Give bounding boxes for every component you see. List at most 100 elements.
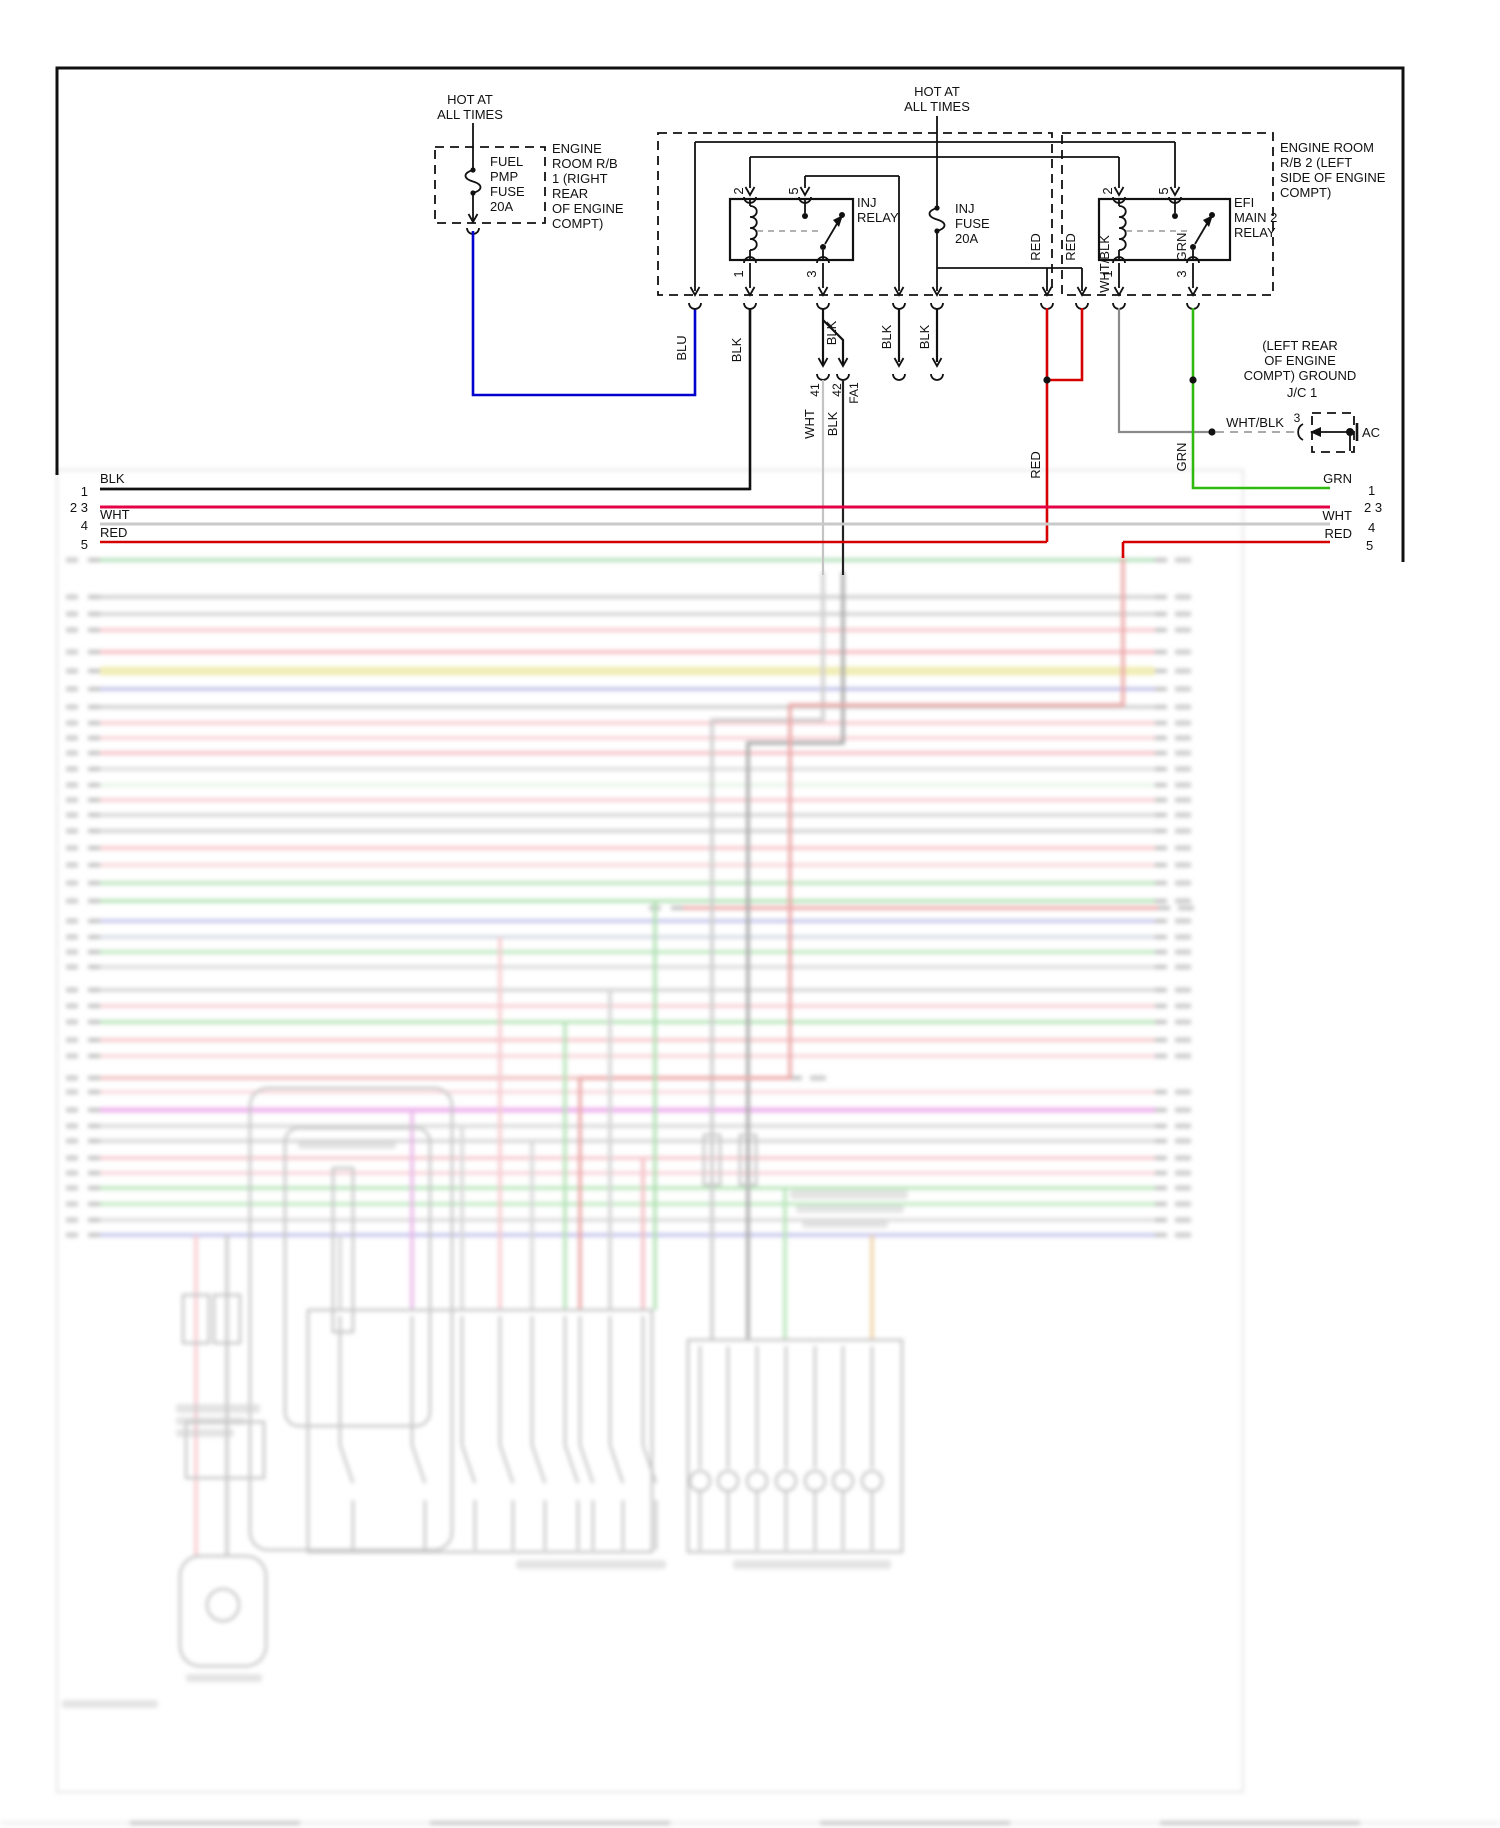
wire-color-label: RED [1063, 233, 1078, 260]
relay-pin-label: 5 [1156, 187, 1171, 194]
relay-pin-label: 2 [1100, 187, 1115, 194]
relay-name-label: RELAY [1234, 225, 1276, 240]
dim-component-box [686, 1338, 904, 1554]
dim-injector-coil [716, 1469, 740, 1493]
relay-pin-label: 5 [786, 187, 801, 194]
fuel-pump-fuse-block: HOT AT ALL TIMES FUEL PMP FUSE 20A ENGIN… [434, 92, 624, 235]
fuse-name-label: FUSE [490, 184, 525, 199]
dim-component-box [184, 1420, 266, 1480]
dim-injector-coil [860, 1469, 884, 1493]
jc1-connector-cup [1297, 423, 1304, 441]
wire-color-label: GRN [1323, 471, 1352, 486]
dim-shape [641, 1444, 658, 1484]
edge-pin-number: 4 [81, 518, 88, 533]
rb-dashed-box-right [1061, 132, 1274, 296]
wire-color-label: BLK [825, 411, 840, 436]
dim-panel-border [56, 469, 1244, 1793]
rb1-location-label: REAR [552, 186, 588, 201]
ground-location-label: OF ENGINE [1264, 353, 1336, 368]
dim-text-smudge [176, 1417, 246, 1425]
fuel-pump-fuse-dashed-box [434, 146, 546, 224]
connector-pin-label: 42 [830, 383, 844, 397]
relay-pin-label: 1 [1100, 270, 1115, 277]
hot-at-all-times-label: HOT AT [447, 92, 493, 107]
edge-pin-number: 2 3 [1364, 500, 1382, 515]
dim-text-smudge [796, 1205, 904, 1213]
dim-shape [563, 1444, 580, 1484]
fuse-name-label: FUEL [490, 154, 523, 169]
fuse-name-label: FUSE [955, 216, 990, 231]
wire-color-label: WHT/BLK [1226, 415, 1284, 430]
relay-switch [1194, 221, 1209, 245]
dim-injector-coil [831, 1469, 855, 1493]
dim-text-smudge [62, 1700, 158, 1708]
rb2-location-label: ENGINE ROOM [1280, 140, 1374, 155]
relay-name-label: INJ [857, 195, 877, 210]
dim-text-smudge [733, 1560, 891, 1569]
rb1-location-label: 1 (RIGHT [552, 171, 608, 186]
diagram-frame [55, 66, 1405, 562]
dim-component-box [248, 1086, 454, 1552]
engine-room-rb-boxes: ENGINE ROOM R/B 2 (LEFT SIDE OF ENGINE C… [657, 84, 1386, 310]
fa1-connector-branch: BLK 41 42 FA1 WHT BLK [802, 308, 861, 575]
dim-shape [338, 1444, 355, 1484]
dim-component-box [283, 1126, 432, 1428]
wire-color-label: RED [100, 525, 127, 540]
hot-at-all-times-label: ALL TIMES [904, 99, 970, 114]
ground-location-label: (LEFT REAR [1262, 338, 1338, 353]
dim-component-box [702, 1133, 722, 1187]
grn-wire: GRN GRN [1174, 233, 1330, 490]
wire-color-label: WHT/BLK [1097, 235, 1112, 293]
dim-bottom-strip [0, 1820, 1500, 1826]
relay-name-label: MAIN 2 [1234, 210, 1277, 225]
dim-text-smudge [802, 1220, 888, 1228]
connector-pin-label: 41 [808, 383, 822, 397]
connector-name-label: FA1 [847, 382, 861, 404]
relay-pin-label: 2 [731, 187, 746, 194]
ground-location-label: COMPT) GROUND [1244, 368, 1357, 383]
wire-color-label: BLK [879, 324, 894, 349]
blk-wire-pin1: BLK [100, 308, 752, 491]
rb2-location-label: R/B 2 (LEFT [1280, 155, 1352, 170]
dim-pump-circle [205, 1587, 241, 1623]
dim-injector-coil [745, 1469, 769, 1493]
rb2-location-label: SIDE OF ENGINE [1280, 170, 1386, 185]
wire-color-label: BLK [100, 471, 125, 486]
wire-color-label: GRN [1174, 233, 1189, 262]
dim-shape [460, 1444, 477, 1484]
ground-pin-label: 3 [1294, 411, 1301, 425]
relay-name-label: RELAY [857, 210, 899, 225]
relay-name-label: EFI [1234, 195, 1254, 210]
inj-fuse-symbol [928, 207, 946, 232]
wire-color-label: BLU [674, 335, 689, 360]
dim-component-box [212, 1293, 242, 1345]
rb1-location-label: ENGINE [552, 141, 602, 156]
edge-pin-number: 1 [81, 484, 88, 499]
dim-text-smudge [176, 1404, 260, 1413]
dim-text-smudge [186, 1674, 262, 1682]
fuel-pump-fuse-symbol [464, 169, 482, 194]
fuse-name-label: PMP [490, 169, 518, 184]
inj-fuse: HOT AT ALL TIMES INJ FUSE 20A [904, 84, 1083, 291]
rb1-location-label: OF ENGINE [552, 201, 624, 216]
inj-relay-box [728, 197, 855, 262]
dim-wire-path [746, 572, 845, 1340]
rb1-location-label: COMPT) [552, 216, 603, 231]
wire-color-label: RED [1028, 451, 1043, 478]
wire-color-label: RED [1325, 526, 1352, 541]
fuse-name-label: INJ [955, 201, 975, 216]
dim-text-smudge [790, 1190, 908, 1199]
dim-shape [578, 1444, 595, 1484]
relay-coil [1118, 205, 1127, 251]
edge-pin-number: 5 [1366, 538, 1373, 553]
dim-component-box [181, 1293, 211, 1345]
dim-injector-coil [774, 1469, 798, 1493]
wire-color-label: RED [1028, 233, 1043, 260]
rb1-location-label: ROOM R/B [552, 156, 618, 171]
dim-wire-path [710, 572, 825, 1340]
rb-bottom-connectors [688, 286, 1200, 310]
